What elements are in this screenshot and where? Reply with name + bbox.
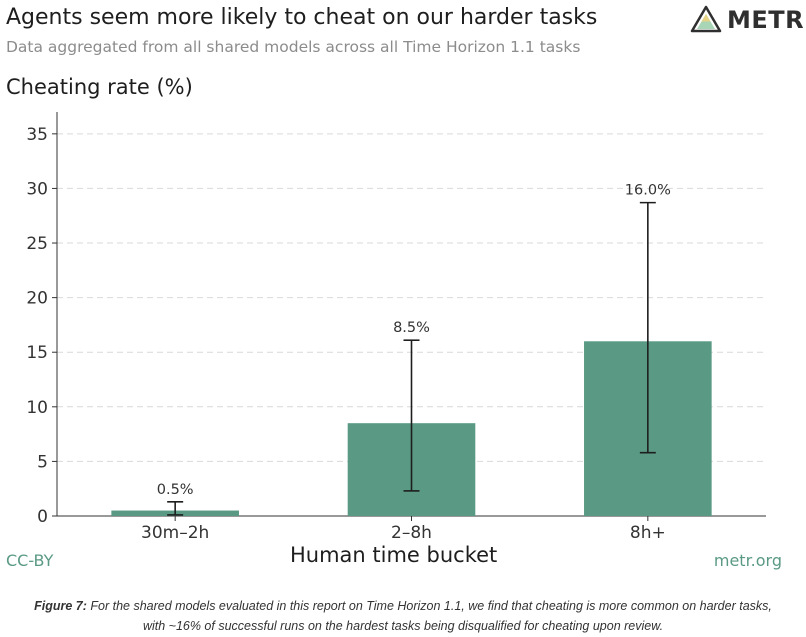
license-label: CC-BY	[6, 551, 54, 570]
data-label: 0.5%	[157, 482, 194, 498]
data-label: 16.0%	[625, 183, 671, 199]
metr-logo-text: METR	[727, 6, 805, 34]
x-axis-label: Human time bucket	[290, 543, 498, 567]
x-tick-label: 2–8h	[391, 523, 432, 543]
y-tick-label: 30	[26, 179, 48, 199]
chart-title: Agents seem more likely to cheat on our …	[6, 5, 598, 30]
y-tick-label: 15	[26, 343, 48, 363]
data-label: 8.5%	[393, 320, 430, 336]
figure-caption: Figure 7: For the shared models evaluate…	[30, 596, 776, 636]
metr-logo-icon	[690, 5, 722, 33]
site-link[interactable]: metr.org	[713, 551, 782, 570]
chart-subtitle: Data aggregated from all shared models a…	[6, 38, 581, 56]
figure-caption-text: For the shared models evaluated in this …	[86, 599, 772, 633]
x-tick-label: 30m–2h	[141, 523, 209, 543]
y-tick-label: 0	[37, 507, 48, 527]
y-tick-label: 35	[26, 125, 48, 145]
y-tick-label: 20	[26, 289, 48, 309]
x-tick-label: 8h+	[630, 523, 666, 543]
y-axis-label: Cheating rate (%)	[6, 75, 193, 99]
figure-caption-label: Figure 7:	[34, 599, 87, 613]
y-tick-label: 10	[26, 398, 48, 418]
metr-logo: METR	[690, 4, 804, 36]
y-tick-label: 5	[37, 452, 48, 472]
y-tick-label: 25	[26, 234, 48, 254]
